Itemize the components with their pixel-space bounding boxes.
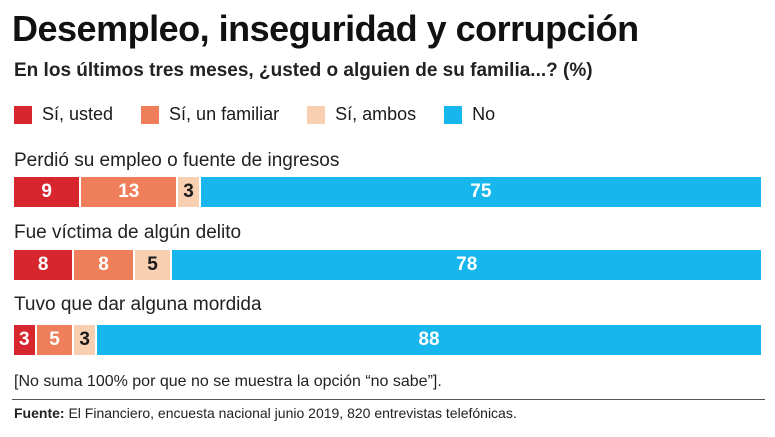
source-label: Fuente:: [14, 405, 65, 421]
data-label: 88: [418, 329, 440, 350]
data-label: 75: [470, 181, 492, 202]
bar-row-mordida: 3 5 3 88: [14, 325, 761, 355]
legend-item-familiar: Sí, un familiar: [141, 104, 279, 125]
legend-item-ambos: Sí, ambos: [307, 104, 416, 125]
bar-segment-no: 88: [97, 325, 761, 355]
legend-label-usted: Sí, usted: [42, 104, 114, 124]
data-label: 13: [118, 181, 140, 202]
legend-swatch-no: [444, 105, 463, 124]
bar-row-delito: 8 8 5 78: [14, 250, 761, 280]
chart-title: Desempleo, inseguridad y corrupción: [12, 8, 639, 49]
chart-subtitle: En los últimos tres meses, ¿usted o algu…: [14, 60, 593, 81]
bar-segment-usted: 9: [14, 177, 82, 207]
data-label: 3: [183, 181, 194, 202]
source-line: Fuente: El Financiero, encuesta nacional…: [14, 405, 517, 421]
bar-segment-familiar: 5: [36, 325, 75, 355]
category-label-empleo: Perdió su empleo o fuente de ingresos: [14, 150, 340, 171]
footnote: [No suma 100% por que no se muestra la o…: [14, 373, 442, 390]
data-label: 78: [456, 254, 478, 275]
category-label-delito: Fue víctima de algún delito: [14, 222, 242, 243]
divider: [12, 399, 765, 400]
data-label: 9: [41, 181, 52, 202]
bar-segment-ambos: 5: [134, 250, 173, 280]
data-label: 8: [37, 254, 49, 275]
legend-item-usted: Sí, usted: [14, 104, 113, 125]
bar-segment-ambos: 3: [178, 177, 201, 207]
bar-row-empleo: 9 13 3 75: [14, 177, 761, 207]
bar-segment-no: 78: [172, 250, 761, 280]
data-label: 5: [147, 254, 158, 275]
source-text: El Financiero, encuesta nacional junio 2…: [68, 405, 517, 421]
legend-item-no: No: [444, 104, 495, 125]
bar-segment-usted: 3: [14, 325, 37, 355]
data-label: 8: [98, 254, 109, 275]
data-label: 5: [49, 329, 60, 350]
bar-segment-no: 75: [200, 177, 761, 207]
data-label: 3: [79, 329, 90, 350]
legend-label-familiar: Sí, un familiar: [169, 104, 280, 124]
data-label: 3: [19, 329, 30, 350]
legend: Sí, usted Sí, un familiar Sí, ambos No: [14, 104, 523, 125]
bar-segment-familiar: 13: [81, 177, 179, 207]
bar-segment-familiar: 8: [74, 250, 135, 280]
bar-segment-usted: 8: [14, 250, 75, 280]
legend-swatch-usted: [14, 105, 32, 124]
legend-swatch-familiar: [141, 105, 160, 124]
legend-swatch-ambos: [307, 105, 326, 124]
bar-segment-ambos: 3: [74, 325, 97, 355]
category-label-mordida: Tuvo que dar alguna mordida: [14, 294, 262, 315]
legend-label-ambos: Sí, ambos: [335, 104, 417, 124]
legend-label-no: No: [472, 104, 496, 124]
